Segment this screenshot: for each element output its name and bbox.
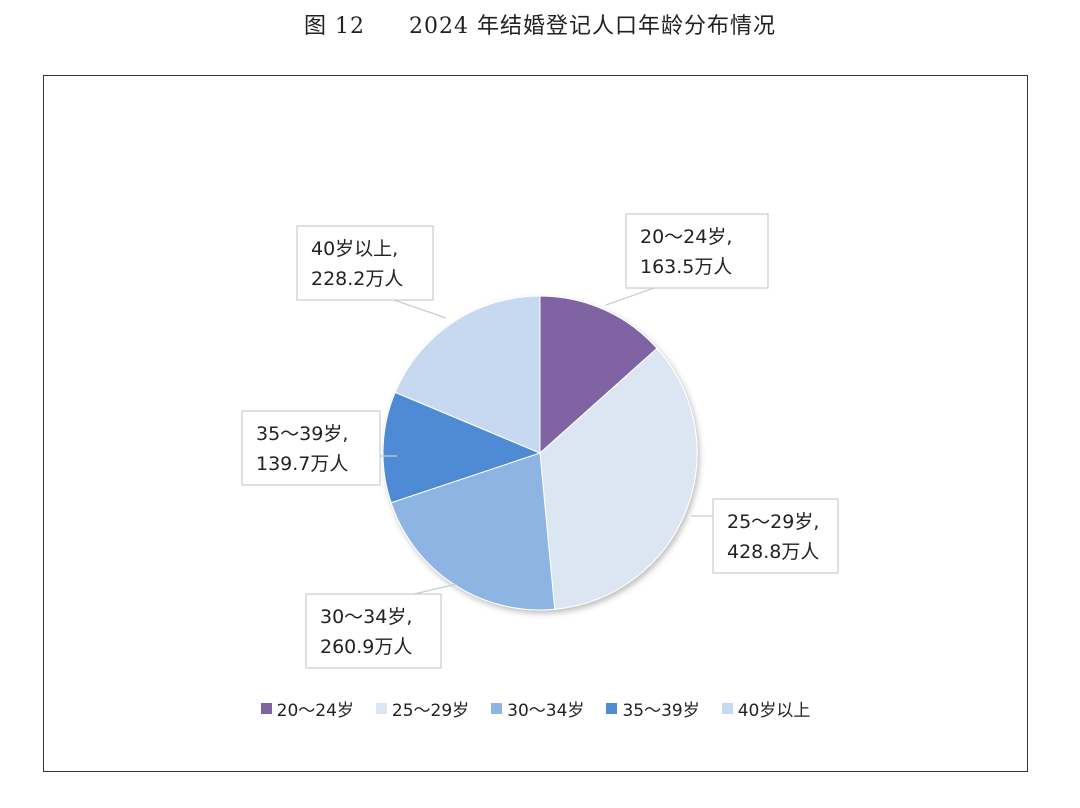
chart-frame: 20～24岁, 163.5万人 25～29岁, 428.8万人 30～34岁, 260.9… bbox=[43, 75, 1028, 772]
data-label-box bbox=[241, 410, 381, 486]
pie-callouts: 20～24岁, 163.5万人 25～29岁, 428.8万人 30～34岁, 260.9… bbox=[241, 213, 839, 669]
legend-swatch bbox=[260, 703, 272, 714]
data-label: 428.8万人 bbox=[727, 541, 819, 563]
data-label: 40岁以上, bbox=[311, 238, 398, 260]
figure-title-text: 2024 年结婚登记人口年龄分布情况 bbox=[409, 14, 776, 39]
legend-label: 35～39岁 bbox=[622, 701, 700, 721]
data-label: 30～34岁, bbox=[320, 606, 412, 628]
data-label: 20～24岁, bbox=[640, 226, 732, 248]
legend-swatch bbox=[721, 703, 733, 714]
pie-slice bbox=[394, 295, 541, 454]
data-label-box bbox=[305, 593, 442, 669]
data-label: 228.2万人 bbox=[311, 268, 403, 290]
legend-swatch bbox=[606, 703, 618, 714]
legend-label: 20～24岁 bbox=[276, 701, 354, 721]
pie-slices bbox=[382, 295, 698, 611]
legend-swatch bbox=[375, 703, 387, 714]
data-label: 260.9万人 bbox=[320, 636, 412, 658]
legend-label: 25～29岁 bbox=[391, 701, 470, 721]
legend-item: 35～39岁 bbox=[606, 696, 700, 721]
legend-label: 30～34岁 bbox=[507, 701, 585, 721]
leader-line bbox=[393, 299, 447, 319]
chart-legend: 20～24岁 25～29岁 30～34岁 35～39岁 40岁以上 bbox=[44, 696, 1027, 721]
data-label-box bbox=[712, 498, 839, 574]
legend-swatch bbox=[491, 703, 503, 714]
data-label-box bbox=[625, 213, 769, 289]
data-label: 25～29岁, bbox=[727, 511, 819, 533]
pie-slice bbox=[539, 295, 658, 455]
pie-chart: 20～24岁, 163.5万人 25～29岁, 428.8万人 30～34岁, 260.9… bbox=[241, 213, 839, 669]
pie-slice bbox=[382, 391, 542, 504]
data-label: 139.7万人 bbox=[256, 453, 348, 475]
data-label-box bbox=[296, 225, 434, 301]
legend-item: 25～29岁 bbox=[375, 696, 470, 721]
legend-label: 40岁以上 bbox=[737, 701, 811, 721]
legend-item: 30～34岁 bbox=[491, 696, 584, 721]
figure-title: 图 12 2024 年结婚登记人口年龄分布情况 bbox=[0, 8, 1080, 40]
leader-line bbox=[605, 287, 655, 306]
legend-item: 40岁以上 bbox=[721, 696, 811, 721]
figure-number: 图 12 bbox=[304, 14, 365, 39]
legend-item: 20～24岁 bbox=[260, 696, 354, 721]
pie-slice bbox=[539, 347, 698, 610]
data-label: 35～39岁, bbox=[256, 423, 348, 445]
leader-line bbox=[413, 583, 458, 595]
data-label: 163.5万人 bbox=[640, 256, 732, 278]
